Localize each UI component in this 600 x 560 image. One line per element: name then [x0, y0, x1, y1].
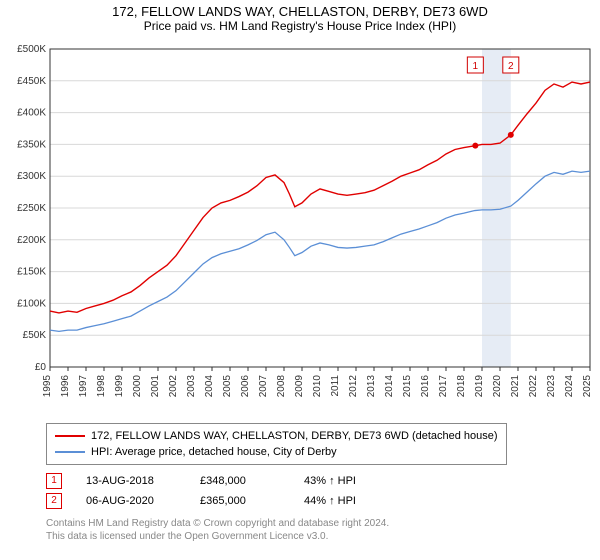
svg-text:2002: 2002 [168, 375, 179, 398]
svg-text:1998: 1998 [96, 375, 107, 398]
svg-text:2009: 2009 [294, 375, 305, 398]
footer-attribution: Contains HM Land Registry data © Crown c… [46, 517, 596, 543]
svg-text:1996: 1996 [60, 375, 71, 398]
svg-text:2022: 2022 [528, 375, 539, 398]
svg-text:2013: 2013 [366, 375, 377, 398]
sales-table: 1 13-AUG-2018 £348,000 43% ↑ HPI 2 06-AU… [46, 471, 596, 511]
svg-text:1: 1 [473, 61, 479, 72]
footer-line1: Contains HM Land Registry data © Crown c… [46, 517, 596, 530]
svg-text:£450K: £450K [17, 76, 46, 87]
line-chart-svg: £0 £50K £100K £150K £200K £250K £300K £350K £400… [4, 37, 596, 417]
svg-text:2005: 2005 [222, 375, 233, 398]
chart-area: £0 £50K £100K £150K £200K £250K £300K £350K £400… [4, 37, 596, 417]
svg-text:1999: 1999 [114, 375, 125, 398]
svg-text:£100K: £100K [17, 298, 46, 309]
legend-box: 172, FELLOW LANDS WAY, CHELLASTON, DERBY… [46, 423, 507, 465]
sale-marker-icon: 2 [46, 493, 62, 509]
svg-text:2025: 2025 [582, 375, 593, 398]
svg-text:2014: 2014 [384, 375, 395, 398]
svg-text:2006: 2006 [240, 375, 251, 398]
legend-row-hpi: HPI: Average price, detached house, City… [55, 444, 498, 460]
svg-text:2001: 2001 [150, 375, 161, 398]
sale-row: 2 06-AUG-2020 £365,000 44% ↑ HPI [46, 491, 596, 511]
sale-delta: 44% ↑ HPI [304, 491, 356, 511]
svg-text:2008: 2008 [276, 375, 287, 398]
sale-date: 13-AUG-2018 [86, 471, 176, 491]
svg-text:2018: 2018 [456, 375, 467, 398]
page-subtitle: Price paid vs. HM Land Registry's House … [4, 19, 596, 33]
page-title: 172, FELLOW LANDS WAY, CHELLASTON, DERBY… [4, 4, 596, 19]
svg-text:2012: 2012 [348, 375, 359, 398]
svg-text:2004: 2004 [204, 375, 215, 398]
svg-text:1997: 1997 [78, 375, 89, 398]
svg-text:2024: 2024 [564, 375, 575, 398]
footer-line2: This data is licensed under the Open Gov… [46, 530, 596, 543]
svg-text:£150K: £150K [17, 267, 46, 278]
svg-text:2017: 2017 [438, 375, 449, 398]
svg-text:2019: 2019 [474, 375, 485, 398]
svg-text:£250K: £250K [17, 203, 46, 214]
legend-swatch-property [55, 435, 85, 437]
legend-label-property: 172, FELLOW LANDS WAY, CHELLASTON, DERBY… [91, 428, 498, 444]
svg-text:2011: 2011 [330, 375, 341, 397]
svg-text:2: 2 [508, 61, 514, 72]
sale-row: 1 13-AUG-2018 £348,000 43% ↑ HPI [46, 471, 596, 491]
svg-text:£350K: £350K [17, 139, 46, 150]
sale-price: £365,000 [200, 491, 280, 511]
svg-text:2003: 2003 [186, 375, 197, 398]
svg-text:2016: 2016 [420, 375, 431, 398]
legend-label-hpi: HPI: Average price, detached house, City… [91, 444, 337, 460]
legend-row-property: 172, FELLOW LANDS WAY, CHELLASTON, DERBY… [55, 428, 498, 444]
svg-text:£500K: £500K [17, 44, 46, 55]
legend-swatch-hpi [55, 451, 85, 453]
svg-text:£50K: £50K [23, 330, 47, 341]
svg-text:2000: 2000 [132, 375, 143, 398]
svg-text:1995: 1995 [42, 375, 53, 398]
svg-text:£200K: £200K [17, 235, 46, 246]
sale-marker-icon: 1 [46, 473, 62, 489]
sale-price: £348,000 [200, 471, 280, 491]
svg-text:2010: 2010 [312, 375, 323, 398]
svg-text:2020: 2020 [492, 375, 503, 398]
svg-text:2023: 2023 [546, 375, 557, 398]
sale-delta: 43% ↑ HPI [304, 471, 356, 491]
svg-text:2021: 2021 [510, 375, 521, 398]
sale-date: 06-AUG-2020 [86, 491, 176, 511]
svg-text:2007: 2007 [258, 375, 269, 398]
svg-text:£0: £0 [35, 362, 47, 373]
svg-text:£400K: £400K [17, 108, 46, 119]
svg-text:£300K: £300K [17, 171, 46, 182]
svg-text:2015: 2015 [402, 375, 413, 398]
